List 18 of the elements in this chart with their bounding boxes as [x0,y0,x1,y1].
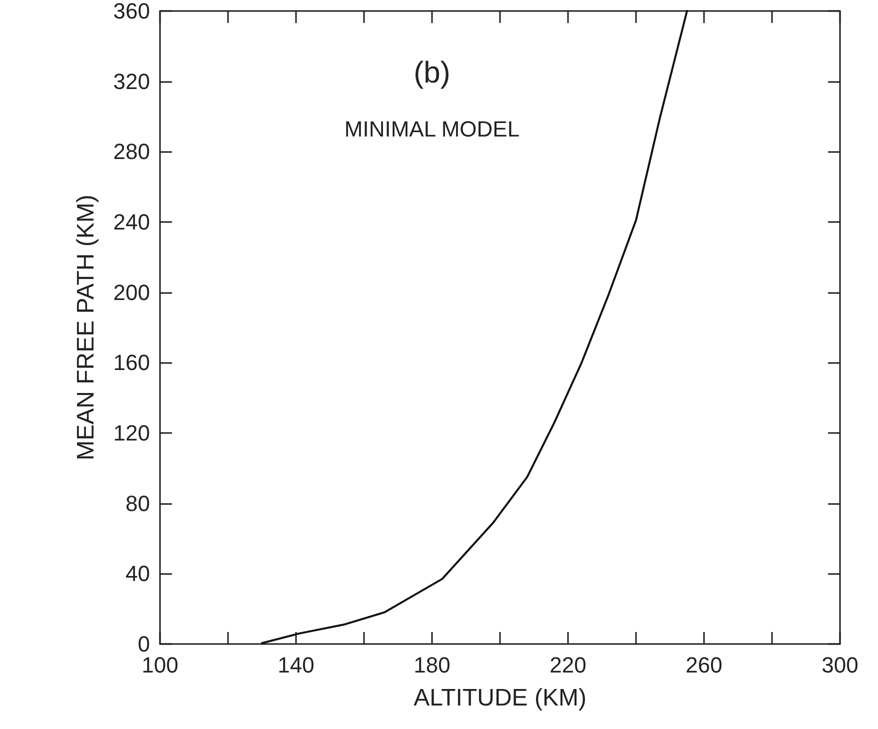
y-axis-title: MEAN FREE PATH (KM) [72,194,100,460]
x-axis-title: ALTITUDE (KM) [414,684,586,712]
y-tick-label: 80 [126,490,150,516]
y-tick-label: 200 [113,280,150,305]
y-tick-label: 280 [113,139,150,164]
annotation: MINIMAL MODEL [344,116,520,142]
annotation: (b) [414,56,450,90]
y-tick-label: 360 [113,0,150,24]
x-tick-label: 140 [278,652,314,678]
x-tick-label: 300 [822,652,858,678]
y-tick-label: 240 [113,210,150,234]
y-tick-label: 320 [113,68,150,94]
x-tick-label: 220 [550,652,586,678]
y-tick-label: 160 [113,350,150,376]
y-tick-label: 40 [126,561,150,586]
x-tick-label: 260 [686,652,722,678]
x-tick-label: 180 [414,652,450,678]
y-tick-label: 120 [113,420,150,446]
